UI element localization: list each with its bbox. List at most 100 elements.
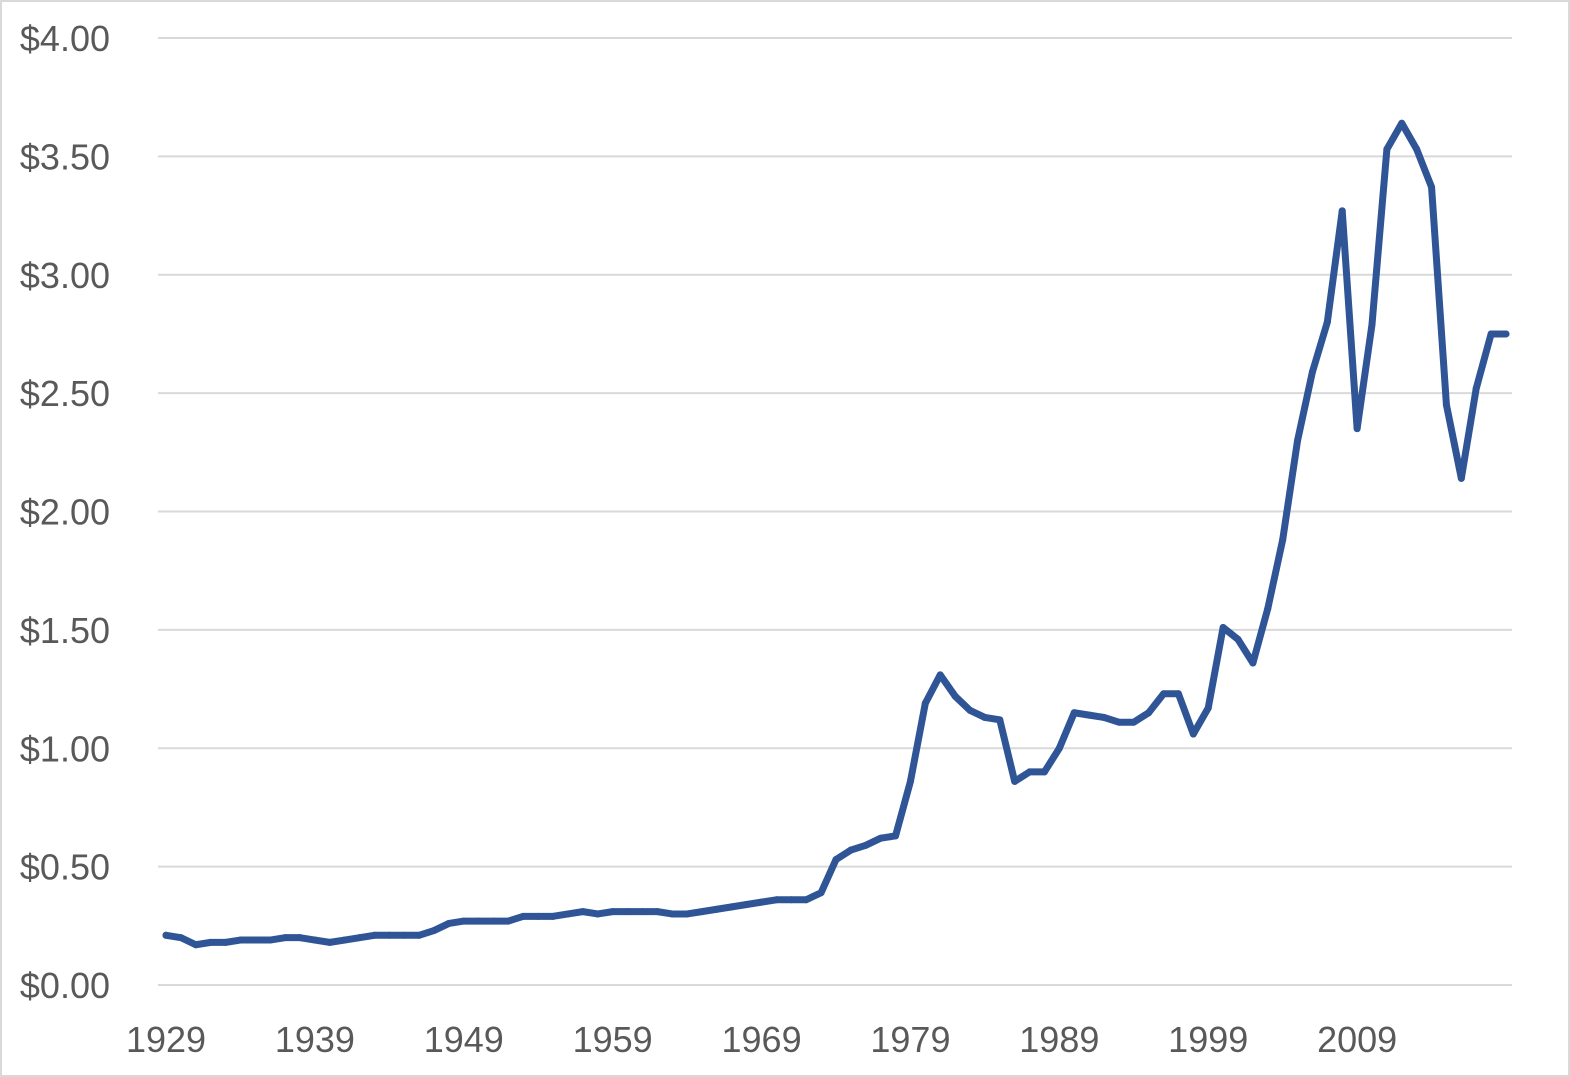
y-tick-label: $3.50 [20, 136, 110, 177]
data-point-1979 [906, 777, 914, 785]
data-point-1931 [192, 941, 200, 949]
data-point-1995 [1145, 709, 1153, 717]
x-tick-label: 1979 [870, 1019, 950, 1060]
data-point-1985 [996, 716, 1004, 724]
data-point-1954 [534, 912, 542, 920]
data-point-1977 [877, 834, 885, 842]
series-line-0 [162, 119, 1510, 949]
y-tick-label: $1.00 [20, 728, 110, 769]
data-point-1981 [936, 671, 944, 679]
x-tick-label: 1929 [126, 1019, 206, 1060]
data-point-1990 [1070, 709, 1078, 717]
data-point-1991 [1085, 711, 1093, 719]
y-tick-label: $4.00 [20, 18, 110, 59]
data-point-1992 [1100, 713, 1108, 721]
data-point-1957 [579, 908, 587, 916]
data-point-1935 [251, 936, 259, 944]
data-point-1994 [1130, 718, 1138, 726]
data-point-1963 [668, 910, 676, 918]
y-tick-label: $2.50 [20, 373, 110, 414]
data-point-1993 [1115, 718, 1123, 726]
x-tick-label: 1999 [1168, 1019, 1248, 1060]
data-point-1974 [832, 856, 840, 864]
data-point-1972 [802, 896, 810, 904]
data-point-2013 [1413, 145, 1421, 153]
y-tick-label: $3.00 [20, 255, 110, 296]
data-point-1996 [1160, 690, 1168, 698]
data-point-1966 [713, 905, 721, 913]
data-point-1982 [951, 692, 959, 700]
data-point-2000 [1219, 624, 1227, 632]
data-point-1999 [1204, 704, 1212, 712]
data-point-1937 [281, 934, 289, 942]
x-tick-label: 1969 [722, 1019, 802, 1060]
data-point-1964 [683, 910, 691, 918]
x-tick-label: 1959 [573, 1019, 653, 1060]
data-point-1959 [609, 908, 617, 916]
data-point-1962 [653, 908, 661, 916]
data-point-2004 [1279, 536, 1287, 544]
data-point-1951 [490, 917, 498, 925]
data-point-1955 [549, 912, 557, 920]
data-point-2001 [1234, 635, 1242, 643]
y-tick-label: $0.00 [20, 965, 110, 1006]
data-point-1944 [385, 931, 393, 939]
x-tick-label: 1939 [275, 1019, 355, 1060]
data-point-1984 [981, 713, 989, 721]
data-point-2010 [1368, 320, 1376, 328]
data-point-2006 [1308, 368, 1316, 376]
data-point-1976 [862, 841, 870, 849]
data-point-1949 [460, 917, 468, 925]
data-point-1967 [728, 903, 736, 911]
data-point-2014 [1428, 183, 1436, 191]
x-tick-label: 1989 [1019, 1019, 1099, 1060]
data-point-1989 [1055, 744, 1063, 752]
data-point-1947 [430, 927, 438, 935]
data-point-1929 [162, 931, 170, 939]
data-point-1939 [311, 936, 319, 944]
data-point-1986 [1011, 777, 1019, 785]
data-point-1969 [758, 898, 766, 906]
data-point-1956 [564, 910, 572, 918]
data-point-1958 [594, 910, 602, 918]
data-point-2017 [1472, 384, 1480, 392]
x-tick-label: 2009 [1317, 1019, 1397, 1060]
data-point-1930 [177, 934, 185, 942]
data-point-1998 [1189, 730, 1197, 738]
data-point-1946 [415, 931, 423, 939]
data-point-2003 [1264, 605, 1272, 613]
data-point-1988 [1040, 768, 1048, 776]
data-point-1945 [400, 931, 408, 939]
data-point-2015 [1442, 401, 1450, 409]
data-point-1970 [772, 896, 780, 904]
data-point-1968 [743, 901, 751, 908]
y-tick-label: $2.00 [20, 492, 110, 533]
data-point-2012 [1398, 119, 1406, 127]
data-point-1953 [519, 912, 527, 920]
data-point-2009 [1353, 425, 1361, 433]
data-point-2007 [1323, 318, 1331, 326]
grid-lines [158, 37, 1512, 986]
data-point-1965 [698, 908, 706, 916]
y-tick-label: $1.50 [20, 610, 110, 651]
data-point-1948 [445, 919, 453, 927]
data-point-2002 [1249, 659, 1257, 667]
data-point-1973 [817, 889, 825, 897]
data-point-1997 [1174, 690, 1182, 698]
data-point-2019 [1502, 330, 1510, 338]
data-point-1933 [222, 938, 230, 946]
data-point-2005 [1294, 436, 1302, 444]
data-point-1960 [624, 908, 632, 916]
data-point-2018 [1487, 330, 1495, 338]
data-point-1975 [847, 846, 855, 854]
data-point-1940 [326, 938, 334, 946]
data-point-1983 [966, 706, 974, 714]
y-tick-label: $0.50 [20, 847, 110, 888]
data-point-1961 [638, 908, 646, 916]
data-point-1971 [787, 896, 795, 904]
data-point-2011 [1383, 145, 1391, 153]
data-point-1942 [356, 934, 364, 942]
